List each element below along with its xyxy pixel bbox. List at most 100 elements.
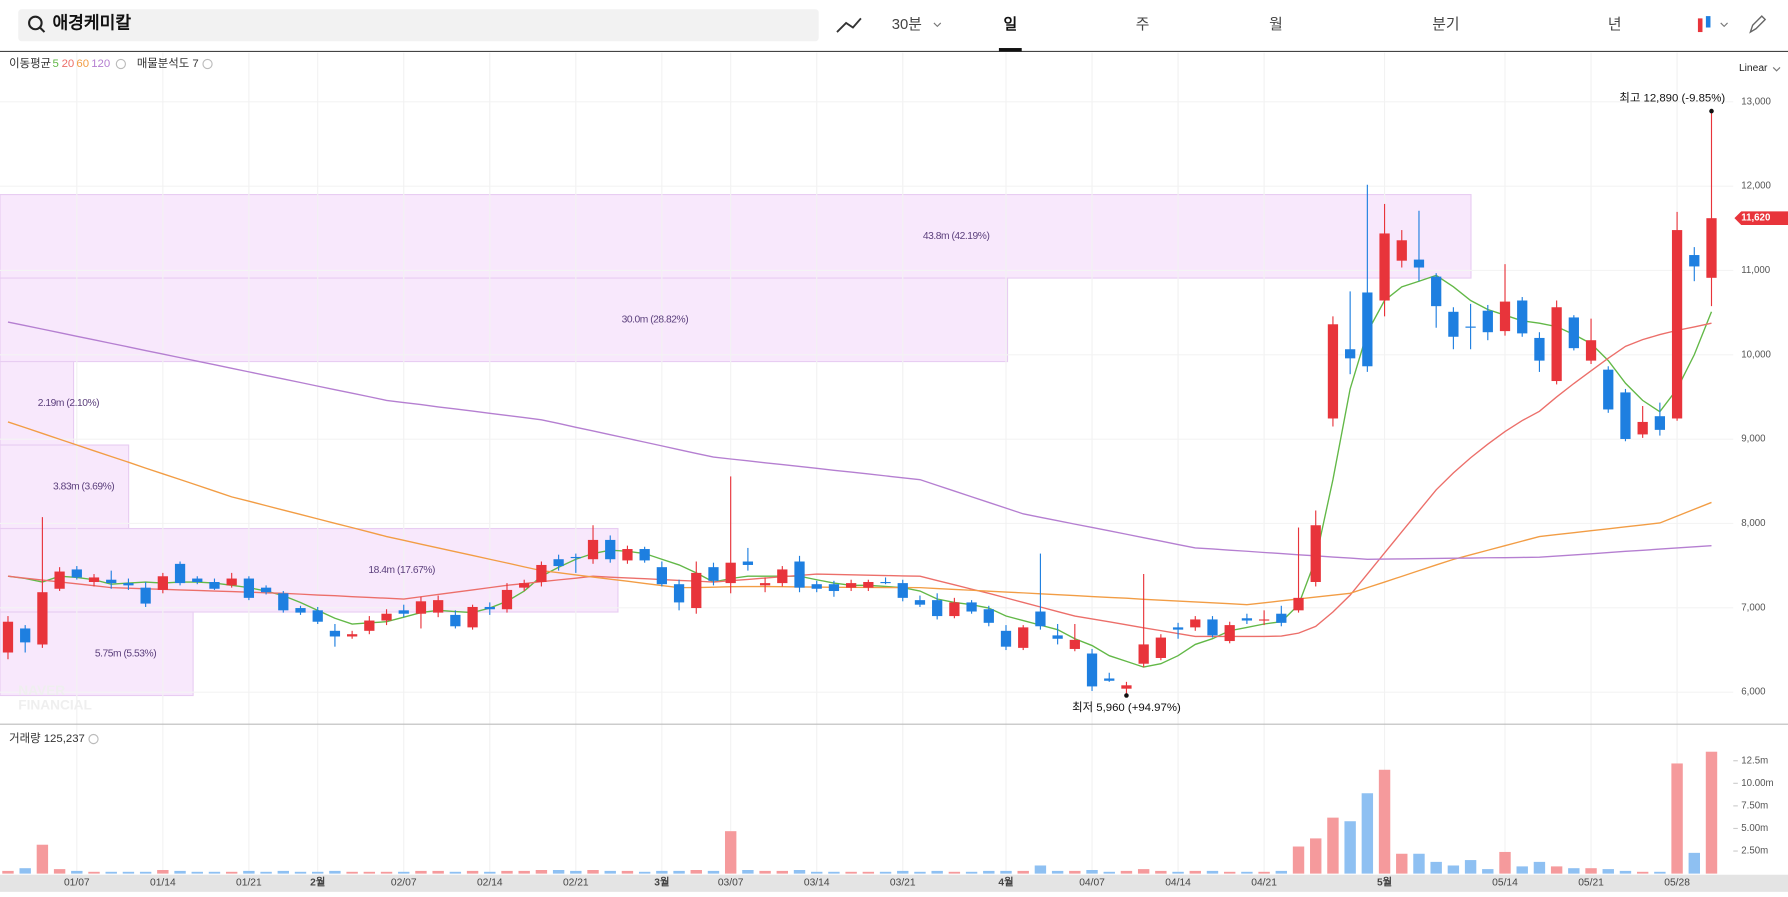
search-text[interactable]: 애경케미칼 bbox=[52, 13, 131, 33]
volume-bar bbox=[690, 870, 702, 874]
profile-band bbox=[0, 444, 130, 530]
candle-body bbox=[106, 579, 117, 584]
candle-body bbox=[880, 582, 891, 584]
candle-body bbox=[553, 559, 564, 567]
candle-body bbox=[1018, 627, 1029, 648]
candle-body bbox=[1585, 340, 1597, 361]
candle-body bbox=[656, 567, 667, 585]
volume-bar bbox=[1292, 846, 1305, 874]
profile-band bbox=[0, 194, 1472, 279]
profile-label: 43.8m (42.19%) bbox=[923, 231, 990, 242]
period-tab[interactable]: 월 bbox=[1269, 16, 1283, 33]
volume-bar bbox=[1654, 871, 1666, 874]
ma-legend-entry: 120 bbox=[91, 58, 110, 70]
candle-body bbox=[1482, 310, 1493, 333]
volume-bar bbox=[415, 870, 427, 874]
chart-type-icon[interactable] bbox=[1697, 16, 1711, 33]
candle-body bbox=[1671, 230, 1683, 419]
volume-bar bbox=[914, 871, 926, 874]
x-tick-label: 04/14 bbox=[1165, 877, 1191, 888]
candle-body bbox=[1000, 630, 1012, 647]
indicator-icon[interactable] bbox=[836, 17, 862, 33]
close-icon[interactable] bbox=[202, 58, 213, 70]
y-tick-label: 13,000 bbox=[1741, 96, 1771, 107]
volume-bar bbox=[1602, 869, 1614, 874]
candle-body bbox=[1052, 635, 1063, 639]
close-icon[interactable] bbox=[88, 733, 99, 745]
candle-body bbox=[742, 561, 754, 565]
ma-line bbox=[7, 322, 1712, 638]
candle-body bbox=[1689, 255, 1700, 267]
candle-body bbox=[54, 571, 65, 589]
search-box[interactable] bbox=[18, 9, 819, 42]
volume-tick-label: 12.5m bbox=[1741, 755, 1768, 766]
volume-bar bbox=[105, 871, 117, 874]
candle-body bbox=[587, 539, 599, 560]
volume-bar bbox=[1464, 860, 1477, 874]
volume-bar bbox=[1069, 870, 1081, 874]
volume-bar bbox=[1223, 871, 1236, 874]
volume-bar bbox=[656, 870, 668, 874]
candle-body bbox=[1345, 349, 1356, 359]
volume-bar bbox=[759, 870, 771, 874]
candle-body bbox=[639, 549, 650, 561]
volume-bar bbox=[1585, 868, 1597, 874]
candle-body bbox=[1258, 619, 1270, 621]
candle-body bbox=[226, 578, 237, 586]
volume-tick-label: 5.00m bbox=[1741, 823, 1768, 834]
period-tab[interactable]: 년 bbox=[1608, 16, 1622, 33]
period-tab[interactable]: 분기 bbox=[1432, 16, 1459, 33]
candle-body bbox=[1499, 301, 1511, 332]
candle-body bbox=[346, 634, 358, 637]
candle-body bbox=[278, 593, 289, 611]
candle-body bbox=[450, 614, 461, 627]
ma-legend-entry: 20 bbox=[62, 58, 75, 70]
y-tick-label: 11,000 bbox=[1741, 265, 1771, 276]
interval-select[interactable]: 30분 bbox=[892, 17, 922, 33]
period-tab[interactable]: 일 bbox=[1003, 16, 1017, 33]
volume-bar bbox=[948, 871, 961, 874]
x-tick-label: 05/21 bbox=[1578, 877, 1604, 888]
candle-body bbox=[381, 613, 392, 621]
candle-body bbox=[897, 583, 908, 598]
volume-bar bbox=[1000, 870, 1012, 874]
volume-bar bbox=[570, 870, 582, 874]
period-tab[interactable]: 주 bbox=[1136, 17, 1150, 33]
candle-body bbox=[828, 584, 840, 592]
candle-body bbox=[1706, 218, 1717, 278]
x-tick-label: 5월 bbox=[1377, 875, 1392, 888]
volume-bar bbox=[1327, 817, 1339, 874]
last-price-label: 11,620 bbox=[1741, 213, 1770, 224]
volume-bar bbox=[1396, 853, 1408, 874]
volume-bar bbox=[518, 870, 530, 874]
volume-bar bbox=[71, 870, 83, 874]
candle-body bbox=[1568, 317, 1579, 349]
candle-body bbox=[1396, 240, 1407, 261]
volume-bar bbox=[983, 870, 995, 874]
candle-body bbox=[1138, 644, 1149, 664]
scale-select[interactable]: Linear bbox=[1739, 63, 1768, 74]
volume-bar bbox=[1550, 866, 1563, 874]
candle-body bbox=[1431, 276, 1442, 307]
volume-bar bbox=[225, 871, 238, 874]
volume-bar bbox=[1206, 870, 1219, 874]
candle-body bbox=[949, 602, 960, 617]
candle-body bbox=[914, 600, 926, 605]
candle-body bbox=[192, 578, 203, 583]
candle-body bbox=[88, 577, 100, 583]
chevron bbox=[1772, 67, 1781, 72]
candle-body bbox=[725, 562, 736, 584]
volume-bar bbox=[19, 868, 31, 874]
draw-icon[interactable] bbox=[1749, 15, 1767, 34]
volume-tick-label: 7.50m bbox=[1741, 800, 1768, 811]
candle-body bbox=[329, 630, 341, 637]
x-tick-label: 05/14 bbox=[1492, 877, 1518, 888]
close-icon[interactable] bbox=[115, 58, 127, 70]
candle-body bbox=[691, 572, 702, 609]
candle-body bbox=[1155, 637, 1166, 658]
volume-tick-label: 2.50m bbox=[1741, 846, 1768, 857]
volume-bar bbox=[724, 831, 737, 874]
candle-body bbox=[174, 563, 186, 584]
volume-profile bbox=[0, 194, 1472, 697]
extreme-dot bbox=[1124, 693, 1129, 698]
